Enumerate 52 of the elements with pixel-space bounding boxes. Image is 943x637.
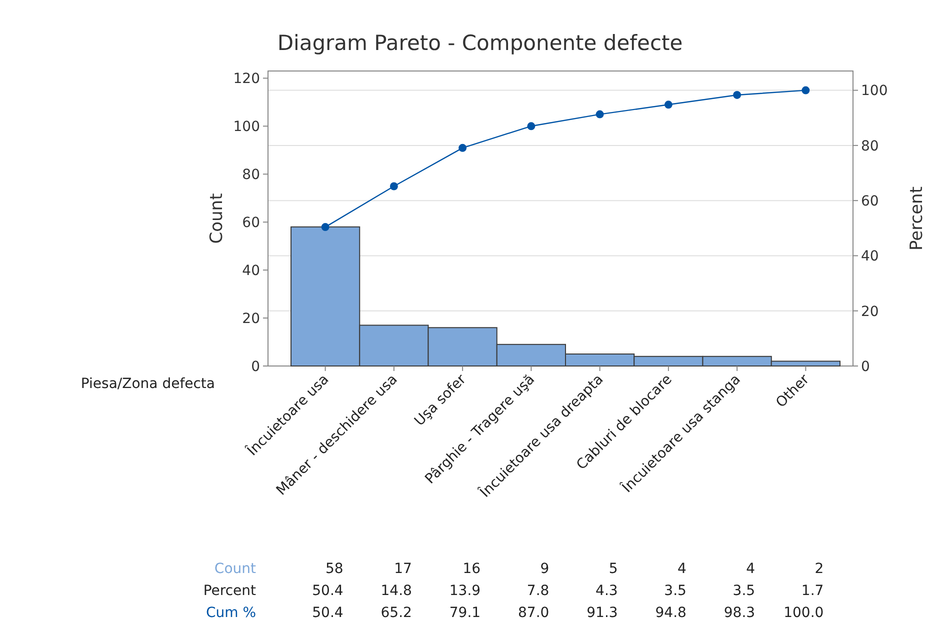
data-label: 98.3 (724, 605, 756, 621)
text: 50.4 (312, 583, 344, 599)
y-axis-title: Count (207, 192, 227, 244)
text: 1.7 (801, 583, 824, 599)
data-label: 100.0 (784, 605, 824, 621)
data-label: 5 (608, 561, 618, 577)
y-tick-label: 80 (242, 167, 260, 184)
data-label: 16 (462, 561, 481, 577)
y2-tick-label: 100 (861, 83, 888, 100)
y-tick-label: 20 (242, 310, 260, 327)
data-label: 50.4 (312, 605, 344, 621)
point (527, 122, 536, 130)
text: Cum % (206, 605, 256, 621)
y-tick-label: 100 (233, 119, 260, 136)
y2-tick-label: 60 (861, 193, 879, 210)
data-label: 2 (814, 561, 824, 577)
data-label: 17 (394, 561, 412, 577)
y2-tick-label: 40 (861, 248, 879, 265)
text: 4.3 (596, 583, 618, 599)
text: 13.9 (449, 583, 481, 599)
data-label: 87.0 (518, 605, 550, 621)
y2-tick-label: 0 (861, 358, 870, 375)
point (596, 110, 604, 118)
data-label: 79.1 (449, 605, 481, 621)
point (321, 223, 330, 232)
data-label: 94.8 (655, 605, 686, 621)
point (458, 144, 467, 152)
data-label: 4 (746, 561, 756, 577)
y2-axis-title: Percent (907, 186, 927, 250)
text: 7.8 (526, 583, 550, 599)
data-label: 9 (540, 561, 550, 577)
data-label: 91.3 (586, 605, 618, 621)
text: 14.8 (380, 583, 412, 599)
chart-title: Diagram Pareto - Componente defecte (277, 31, 683, 55)
y-tick-label: 40 (242, 262, 260, 279)
y-tick-label: 120 (233, 71, 260, 88)
x-axis-title: Piesa/Zona defecta (80, 376, 215, 392)
text: Percent (203, 583, 256, 599)
data-label: 58 (325, 561, 344, 577)
text: Count (214, 561, 257, 577)
point (802, 86, 810, 94)
text: 3.5 (732, 583, 756, 599)
point (390, 182, 398, 190)
y2-tick-label: 80 (861, 138, 879, 154)
text: 3.5 (664, 583, 686, 599)
data-label: 65.2 (380, 605, 412, 621)
y2-tick-label: 20 (861, 304, 879, 320)
y-tick-label: 0 (251, 358, 260, 375)
point (733, 91, 742, 99)
data-label: 4 (678, 561, 687, 577)
point (664, 100, 672, 109)
y-tick-label: 60 (242, 215, 260, 231)
